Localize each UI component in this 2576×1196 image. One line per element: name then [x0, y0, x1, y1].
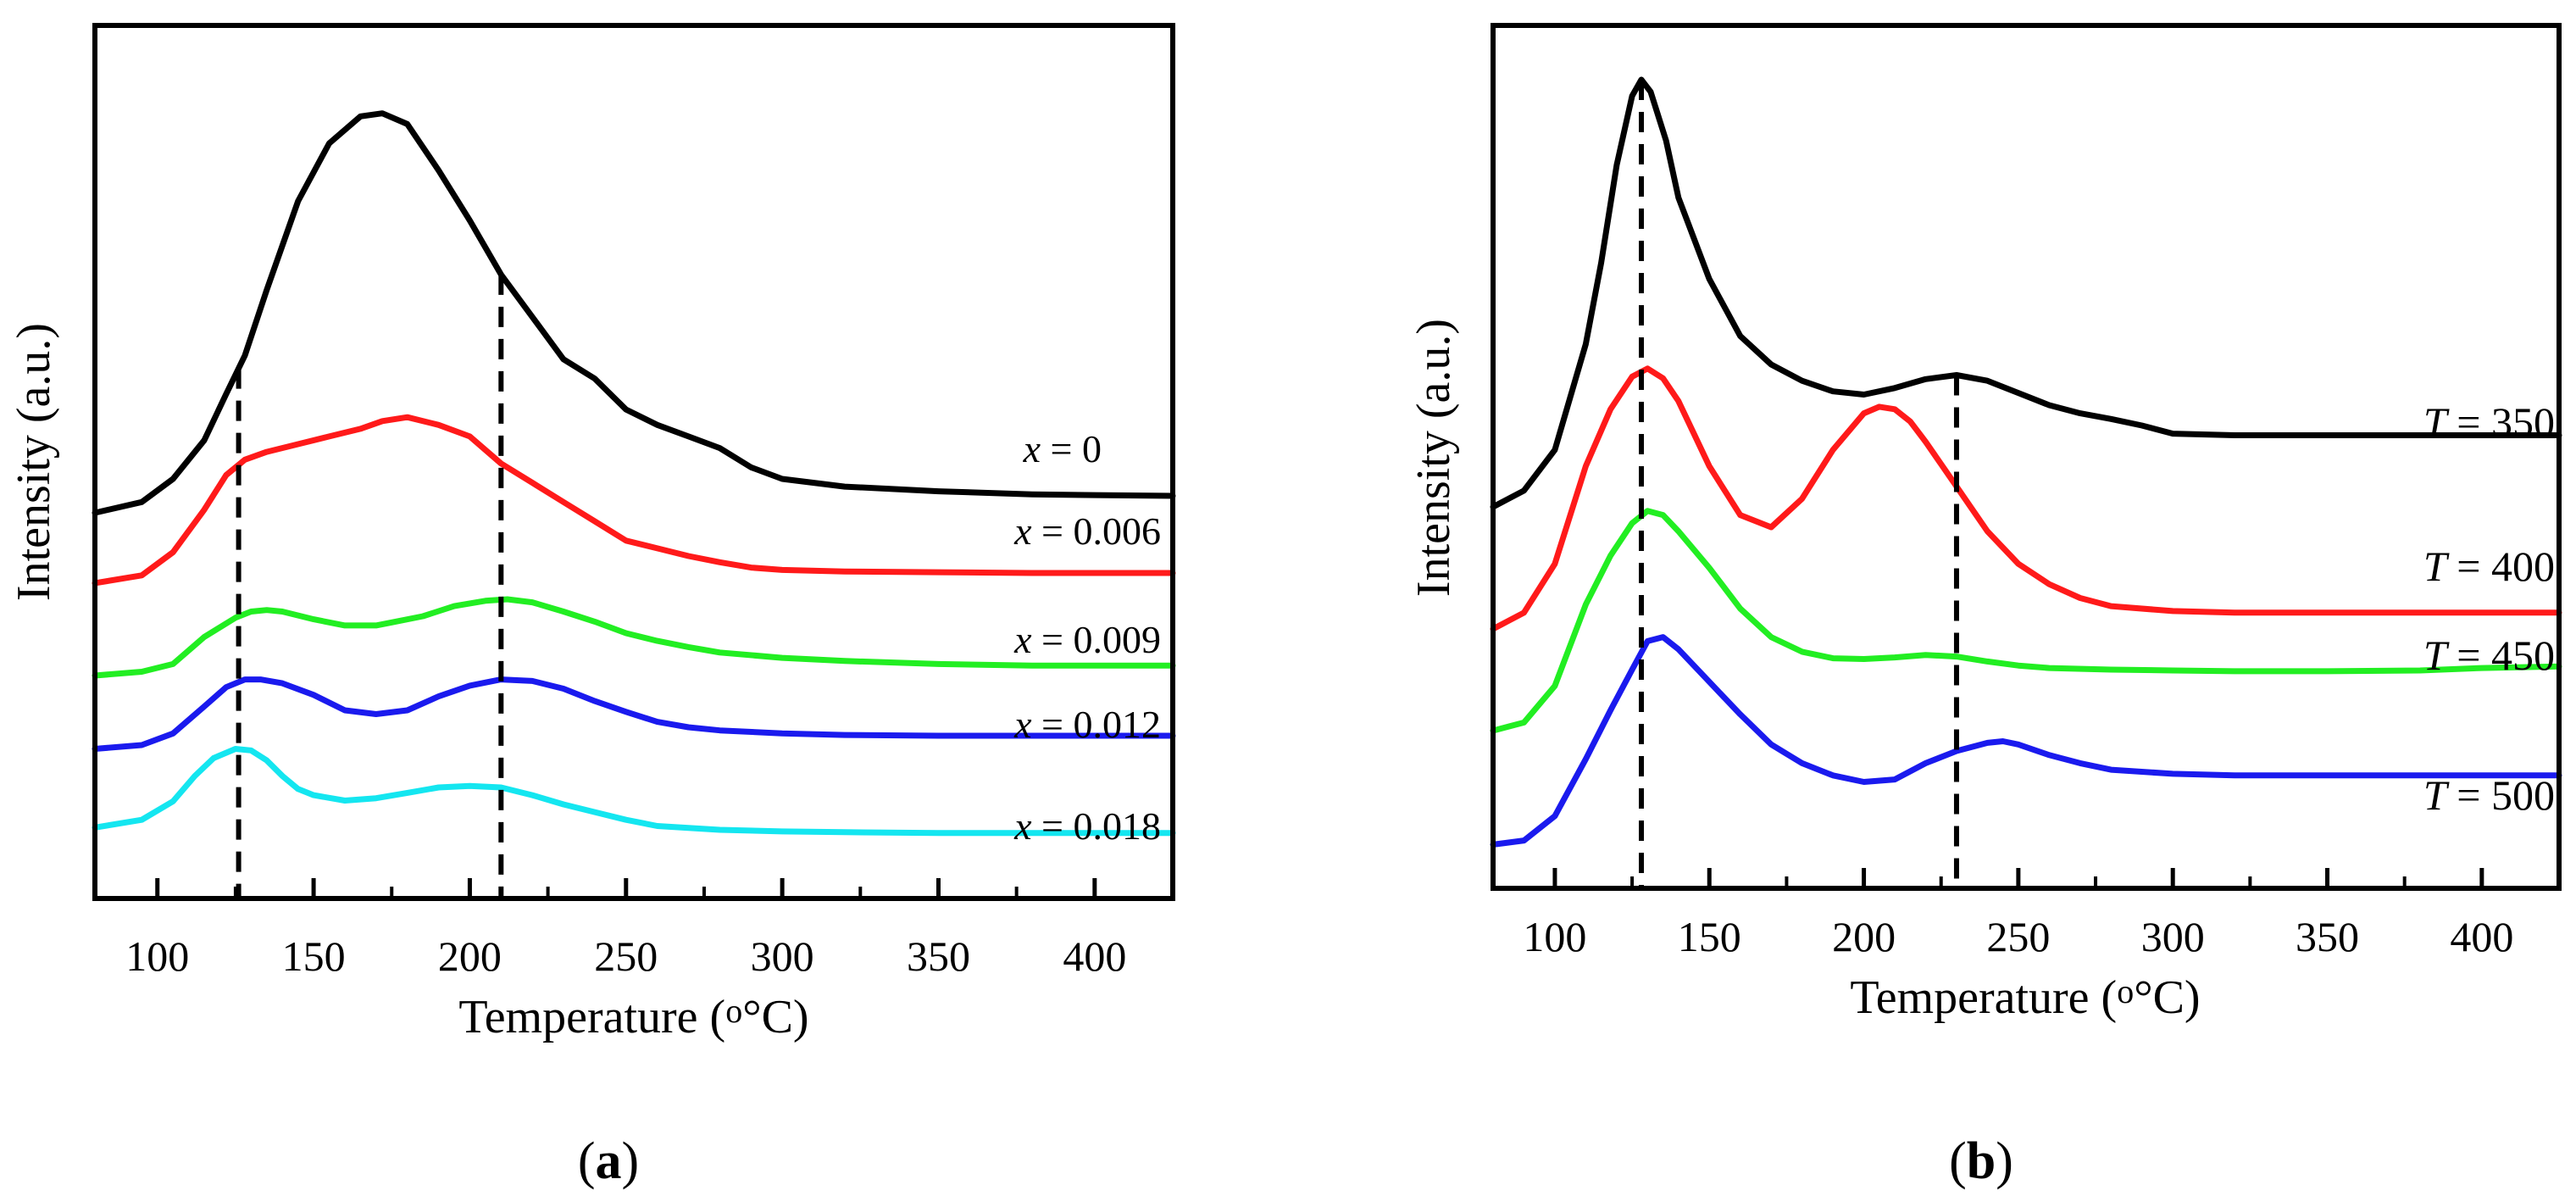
panel-b-legend-value: = 500	[2457, 771, 2555, 819]
panel-a-legend-value: = 0.009	[1041, 618, 1161, 661]
panel-a-legend-label-5: x = 0.018	[1013, 804, 1161, 848]
panel-b-legend-value: = 350	[2457, 398, 2555, 446]
panel-b-legend-value: = 400	[2457, 542, 2555, 590]
panel-a-y-axis-title: Intensity (a.u.)	[8, 323, 60, 601]
panel-a-legend-variable: x	[1013, 703, 1041, 746]
panel-a-series-line-3	[92, 596, 1176, 679]
panel-a-series	[92, 110, 1176, 837]
panel-a-legend-label-1: x = 0	[1023, 427, 1102, 470]
panel-a-legend-value: = 0.018	[1041, 804, 1161, 848]
panel-a-legend-variable: x	[1013, 804, 1041, 848]
panel-b-series-line-1	[1490, 76, 2562, 510]
panel-a-legend-value: = 0	[1051, 427, 1102, 470]
panel-b-legend-variable: T	[2423, 771, 2457, 819]
panel-a-series-line-2	[92, 414, 1176, 587]
panel-b-label-letter: b	[1967, 1132, 1996, 1190]
panel-b-x-tick-label-250: 250	[1986, 913, 2050, 960]
panel-a-frame	[92, 23, 1175, 901]
panel-a-x-tick-label-200: 200	[438, 932, 502, 980]
panel-b-legend-label-2: T = 400	[2423, 542, 2555, 590]
panel-b-legend-label-3: T = 450	[2423, 631, 2555, 679]
panel-b-x-tick-label-350: 350	[2296, 913, 2359, 960]
panel-b-frame	[1491, 23, 2562, 891]
panel-a-x-tick-label-150: 150	[282, 932, 346, 980]
panel-a-reference-lines	[236, 274, 504, 898]
panel-a-x-axis-unit: °C)	[742, 991, 808, 1043]
panel-a-series-line-4	[92, 676, 1176, 752]
panel-a-legend-variable: x	[1013, 509, 1041, 553]
panel-b-series-line-4	[1490, 634, 2562, 848]
panel-b-label: (b)	[1949, 1132, 2013, 1190]
panel-a-label-letter: a	[596, 1132, 622, 1190]
panel-a-x-tick-label-400: 400	[1063, 932, 1126, 980]
panel-b-series-line-2	[1490, 365, 2562, 632]
panel-b-x-tick-label-200: 200	[1832, 913, 1896, 960]
panel-a-x-ticks: 100 150 200 250 300 350 400	[125, 878, 1174, 980]
panel-b-series-line-3	[1490, 508, 2562, 734]
panel-a-legend-value: = 0.006	[1041, 509, 1161, 553]
panel-a-x-tick-label-250: 250	[594, 932, 658, 980]
panel-b-x-axis-unit: °C)	[2134, 971, 2200, 1024]
panel-a-x-tick-label-100: 100	[125, 932, 189, 980]
panel-a-legend-variable: x	[1013, 618, 1041, 661]
panel-b-x-ticks: 100 150 200 250 300 350 400	[1523, 868, 2561, 960]
panel-a-x-tick-label-300: 300	[751, 932, 814, 980]
panel-b-series	[1490, 76, 2562, 848]
panel-b-reference-lines	[1639, 80, 1959, 888]
panel-b-x-axis-degree-mark: o	[2117, 972, 2134, 1010]
panel-a-legend-label-3: x = 0.009	[1013, 618, 1161, 661]
panel-b-legend-variable: T	[2423, 631, 2457, 679]
panel-a-x-axis-degree-mark: o	[725, 992, 742, 1030]
panel-a-legend-label-4: x = 0.012	[1013, 703, 1161, 746]
panel-b-x-tick-label-400: 400	[2450, 913, 2513, 960]
panel-a-legend-label-2: x = 0.006	[1013, 509, 1161, 553]
panel-a-x-axis-title: Temperature (o°C)	[458, 991, 808, 1043]
panel-a-label: (a)	[578, 1132, 639, 1190]
panel-b-x-axis-title-main: Temperature (	[1850, 971, 2117, 1024]
panel-b-legend-variable: T	[2423, 542, 2457, 590]
panel-b-y-axis-title: Intensity (a.u.)	[1407, 319, 1460, 597]
panel-a-x-axis-title-main: Temperature (	[458, 991, 725, 1043]
panel-b-x-axis-title: Temperature (o°C)	[1850, 971, 2200, 1024]
panel-b-x-tick-label-100: 100	[1523, 913, 1586, 960]
panel-b-legend-label-1: T = 350	[2423, 398, 2555, 446]
panel-a-legend-variable: x	[1023, 427, 1051, 470]
panel-b-legend-variable: T	[2423, 398, 2457, 446]
panel-b-legend-value: = 450	[2457, 631, 2555, 679]
panel-b-x-tick-label-150: 150	[1678, 913, 1741, 960]
panel-a-series-line-5	[92, 746, 1176, 837]
panel-a-legend-value: = 0.012	[1041, 703, 1161, 746]
panel-b-legend-label-4: T = 500	[2423, 771, 2555, 819]
panel-b-x-tick-label-300: 300	[2141, 913, 2205, 960]
panel-a-x-tick-label-350: 350	[907, 932, 970, 980]
